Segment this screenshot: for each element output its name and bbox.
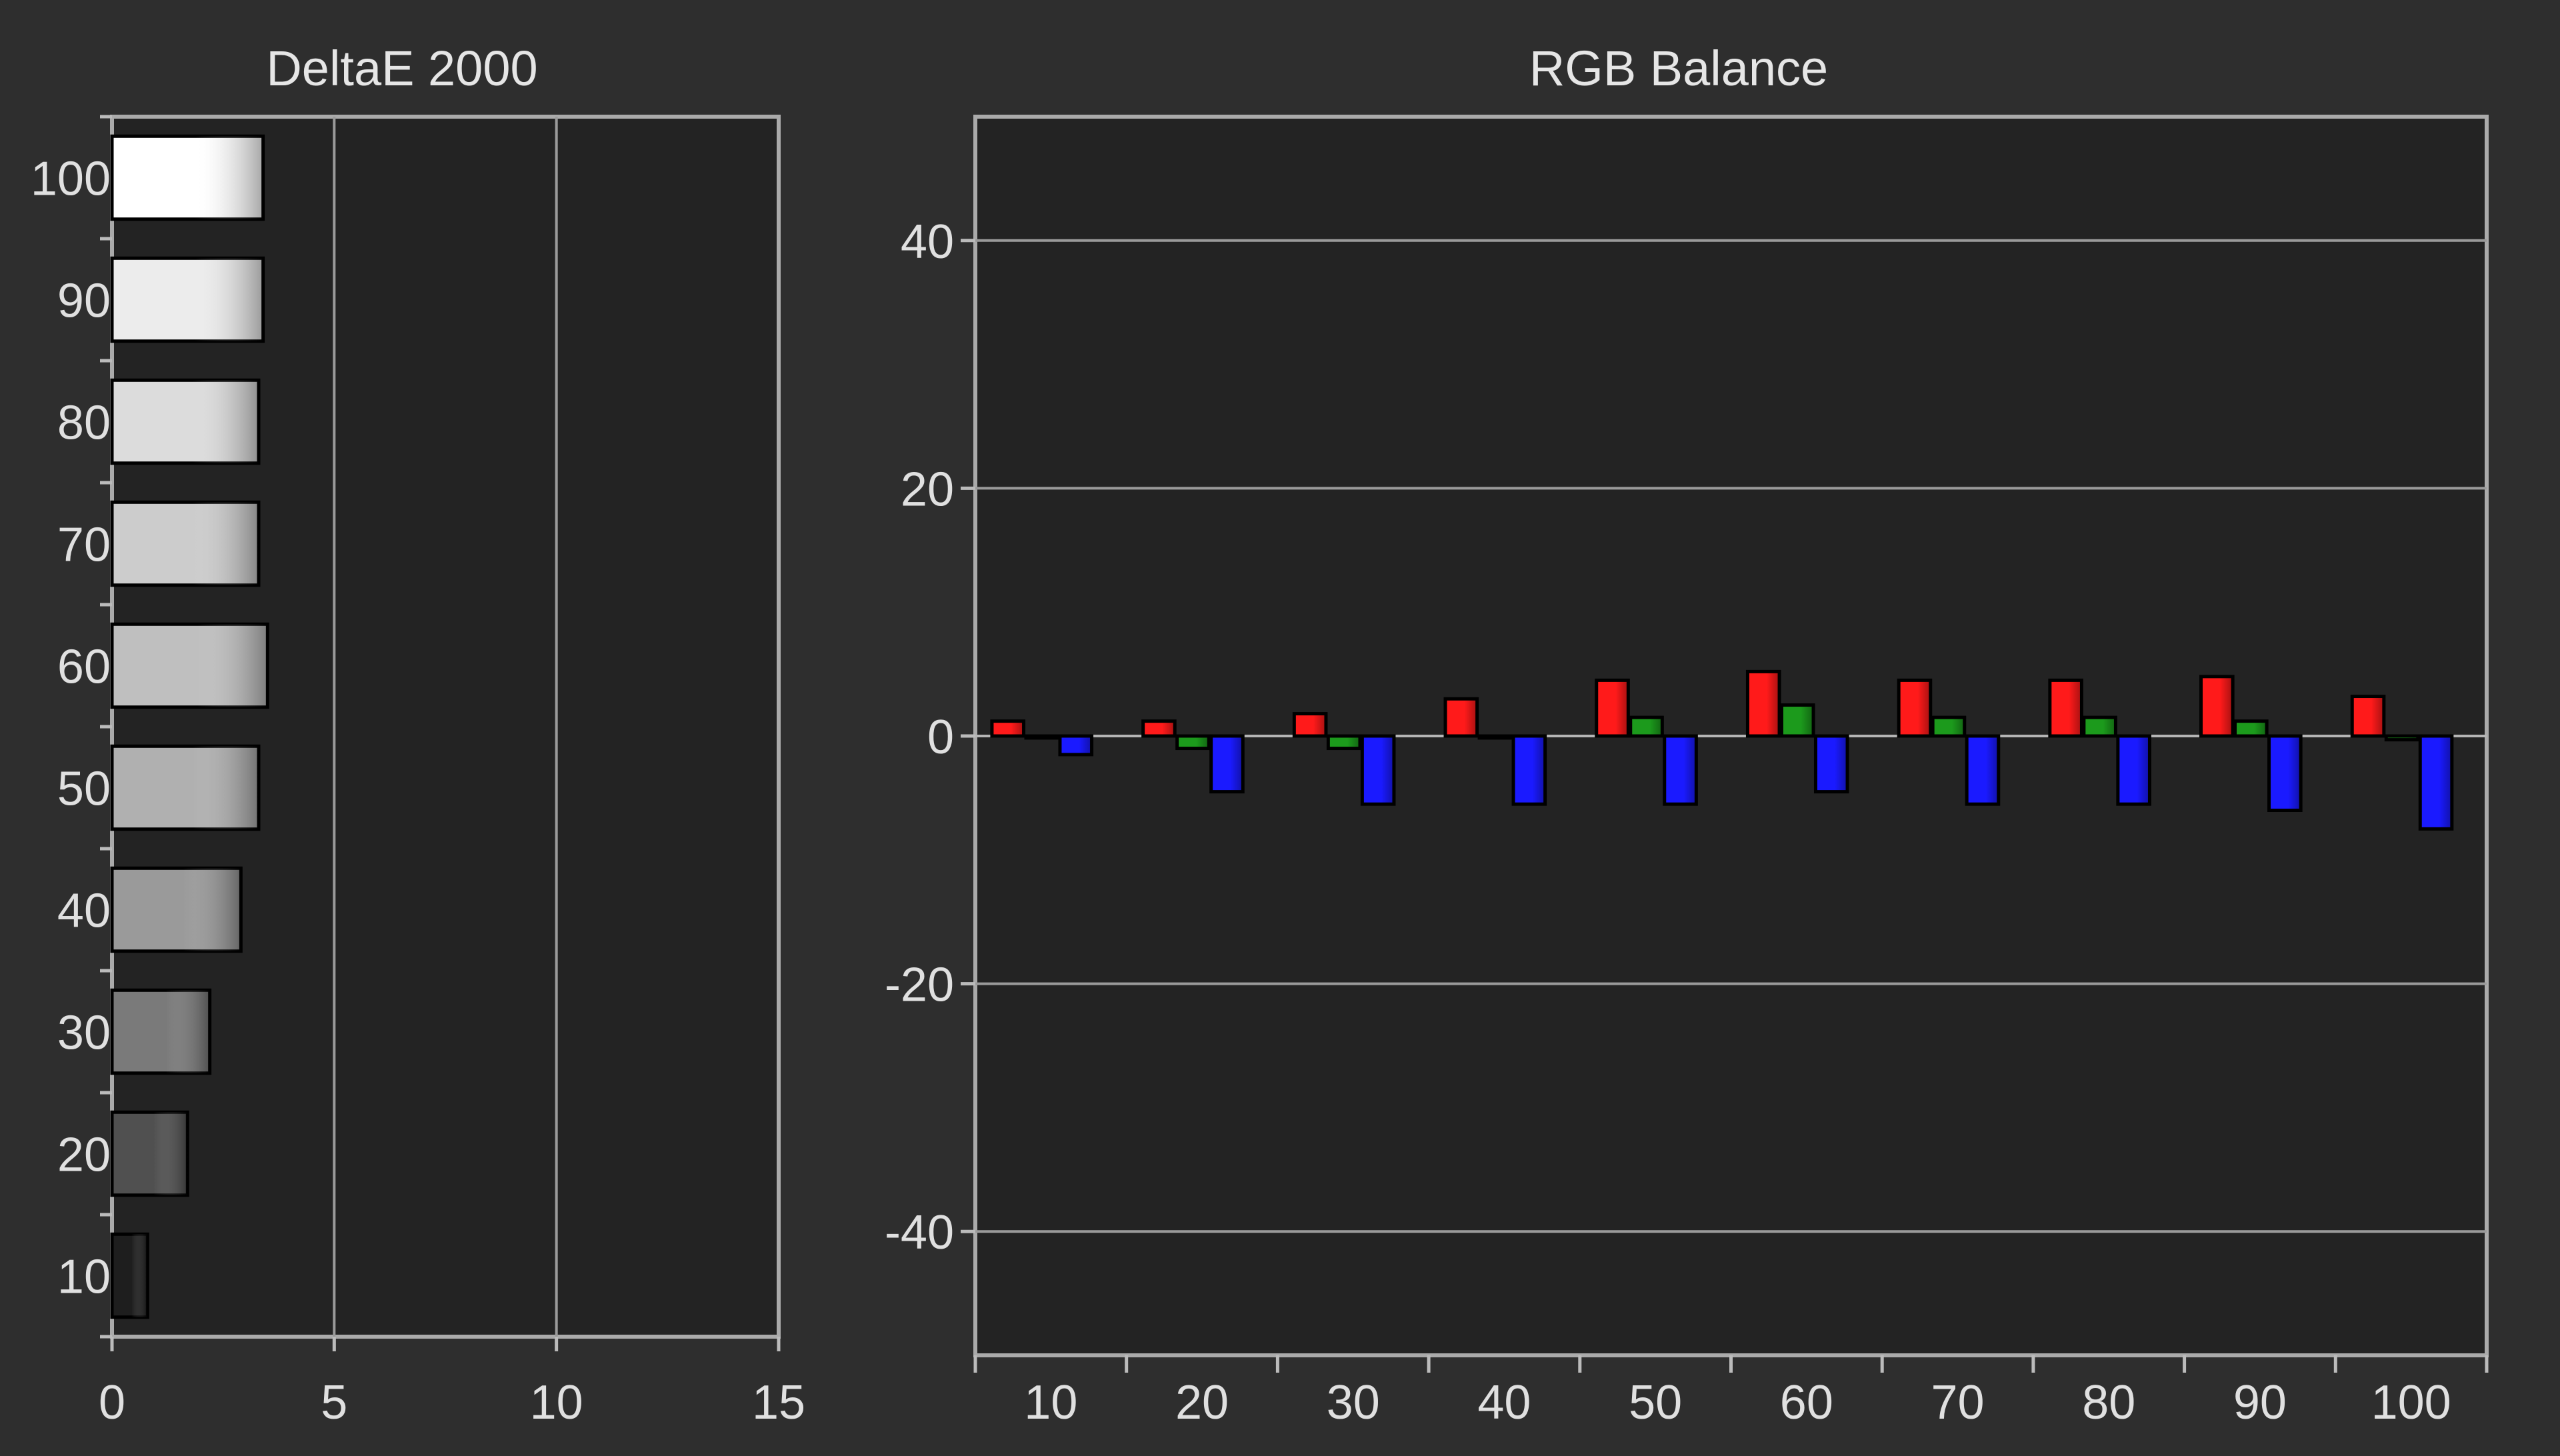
rgb-bar-shade (1143, 721, 1175, 736)
rgb-bar-shade (2235, 721, 2267, 736)
rgb-y-tick-label: -20 (885, 959, 954, 1012)
deltae-y-tick-labels: 100 90 80 70 60 50 40 30 20 10 (31, 153, 111, 1304)
rgb-x-tick-label: 90 (2233, 1376, 2287, 1429)
rgb-bar-shade (1967, 736, 1999, 805)
rgb-bar-shade (1025, 736, 1058, 738)
rgb-balance-chart: RGB Balance 40 20 0 -20 -40 10 20 30 40 50 60 70 80… (885, 41, 2489, 1429)
deltae-y-tick-label: 60 (57, 641, 111, 694)
rgb-bar-shade (1211, 736, 1243, 792)
deltae-y-tick-label: 10 (57, 1251, 111, 1304)
deltae-x-tick-labels: 0 5 10 15 (99, 1376, 805, 1429)
deltae-y-tick-label: 90 (57, 275, 111, 328)
rgb-bars (990, 669, 2454, 831)
deltae-x-tick-label: 15 (752, 1376, 805, 1429)
rgb-x-tick-labels: 10 20 30 40 50 60 70 80 90 100 (1024, 1376, 2451, 1429)
rgb-bar-shade (1328, 736, 1360, 749)
rgb-bar-shade (1479, 736, 1511, 738)
rgb-bar-shade (1513, 736, 1545, 805)
deltae-y-tick-label: 30 (57, 1007, 111, 1060)
rgb-bar-shade (1445, 699, 1477, 736)
rgb-y-tick-label: -40 (885, 1206, 954, 1259)
rgb-y-tick-labels: 40 20 0 -20 -40 (885, 215, 954, 1259)
rgb-bar-shade (2269, 736, 2301, 811)
rgb-bar-shade (1596, 680, 1629, 736)
rgb-y-tick-label: 0 (927, 711, 954, 764)
deltae-bar-shade (112, 746, 259, 829)
rgb-bar-shade (2049, 680, 2082, 736)
rgb-bar-shade (1664, 736, 1697, 805)
deltae-bar-shade (112, 624, 268, 707)
rgb-bar-shade (1177, 736, 1209, 749)
rgb-x-tick-label: 30 (1327, 1376, 1380, 1429)
rgb-bar-shade (2420, 736, 2452, 829)
deltae-bar-shade (112, 136, 263, 219)
rgb-bar-shade (2083, 717, 2116, 736)
deltae-bar-shade (112, 990, 210, 1073)
deltae-bar-shade (112, 1112, 188, 1195)
rgb-y-tick-label: 40 (901, 215, 954, 269)
deltae-bar-shade (112, 1234, 148, 1317)
deltae-y-tick-label: 20 (57, 1129, 111, 1182)
rgb-bar-shade (2117, 736, 2150, 805)
rgb-x-tick-label: 60 (1780, 1376, 1833, 1429)
rgb-x-tick-label: 80 (2082, 1376, 2135, 1429)
deltae-gridlines (100, 115, 781, 1351)
rgb-x-tick-label: 40 (1477, 1376, 1531, 1429)
deltae-y-tick-label: 50 (57, 763, 111, 816)
deltae-x-tick-label: 0 (99, 1376, 125, 1429)
rgb-bar-shade (1781, 705, 1814, 736)
deltae-y-tick-label: 40 (57, 885, 111, 938)
rgb-y-tick-label: 20 (901, 463, 954, 516)
rgb-bar-shade (1747, 671, 1780, 736)
deltae-y-tick-label: 80 (57, 397, 111, 450)
rgb-bar-shade (1294, 713, 1326, 736)
rgb-bar-shade (2386, 736, 2418, 740)
rgb-title: RGB Balance (1529, 41, 1828, 96)
deltae-bar-shade (112, 868, 241, 951)
deltae-bar-shade (112, 258, 263, 341)
deltae-bar-shade (112, 380, 259, 463)
rgb-bar-shade (991, 721, 1024, 736)
deltae-bar-shade (112, 502, 259, 585)
deltae-x-tick-label: 5 (321, 1376, 347, 1429)
rgb-bar-shade (1899, 680, 1931, 736)
deltae-y-tick-label: 70 (57, 519, 111, 572)
rgb-bar-shade (2352, 696, 2384, 736)
rgb-bar-shade (2201, 676, 2233, 736)
rgb-bar-shade (1815, 736, 1848, 792)
rgb-x-tick-label: 10 (1024, 1376, 1077, 1429)
rgb-x-tick-label: 50 (1629, 1376, 1682, 1429)
deltae-chart: DeltaE 2000 100 90 80 70 60 50 40 30 20 10 0 5 10 15 (31, 41, 805, 1429)
deltae-y-tick-label: 100 (31, 153, 111, 206)
rgb-bar-shade (1630, 717, 1663, 736)
deltae-x-tick-label: 10 (530, 1376, 583, 1429)
rgb-x-tick-label: 20 (1175, 1376, 1229, 1429)
deltae-title: DeltaE 2000 (266, 41, 537, 96)
rgb-x-tick-label: 70 (1931, 1376, 1985, 1429)
rgb-bar-shade (1933, 717, 1965, 736)
rgb-x-tick-label: 100 (2371, 1376, 2451, 1429)
deltae-bars (110, 134, 269, 1319)
rgb-bar-shade (1059, 736, 1092, 755)
rgb-bar-shade (1362, 736, 1394, 805)
